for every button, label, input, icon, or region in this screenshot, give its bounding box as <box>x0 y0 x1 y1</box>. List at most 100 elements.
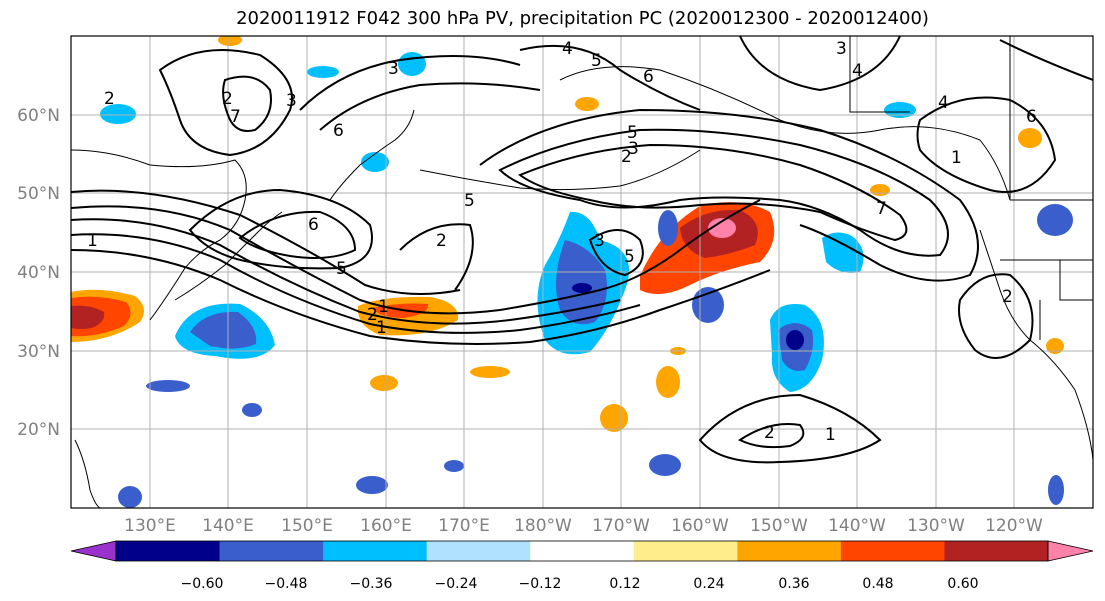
lon-tick-labels: 130°E 140°E 150°E 160°E 170°E 180°W 170°… <box>124 516 1043 536</box>
colorbar-tick-label: 0.60 <box>947 576 978 592</box>
colorbar-segment <box>426 541 531 561</box>
colorbar-segment <box>323 541 428 561</box>
pv-contour-label: 2 <box>367 305 378 325</box>
pv-contour-label: 2 <box>436 231 447 251</box>
map-frame <box>70 35 1094 509</box>
pv-contour-label: 1 <box>825 425 836 445</box>
pv-contours <box>71 36 1093 464</box>
pv-contour-line <box>71 218 621 325</box>
pv-contour-label: 4 <box>562 39 573 59</box>
colorbar-segment <box>737 541 842 561</box>
pv-contour-label: 7 <box>876 199 887 219</box>
pv-contour-label: 2 <box>621 147 632 167</box>
lat-tick-label: 20°N <box>17 420 60 440</box>
pv-contour-label: 1 <box>376 318 387 338</box>
lat-tick-label: 30°N <box>17 342 60 362</box>
colorbar-tick-label: −0.36 <box>350 576 393 592</box>
lon-tick-label: 170°W <box>592 516 650 536</box>
colorbar-extend-max <box>1047 540 1094 562</box>
pv-contour-line <box>238 210 357 259</box>
lon-tick-label: 150°W <box>750 516 808 536</box>
precip-negative-patch <box>1037 204 1073 236</box>
pv-contour-label: 3 <box>836 39 847 59</box>
pv-contour-line <box>588 229 644 277</box>
pv-contour-line <box>517 143 908 242</box>
pv-contour-label: 5 <box>591 51 602 71</box>
colorbar-tick-label: −0.48 <box>265 576 308 592</box>
lon-tick-label: 120°W <box>985 516 1043 536</box>
pv-contour-line <box>71 199 761 315</box>
precip-positive-patch <box>656 366 680 398</box>
colorbar-segment <box>530 541 635 561</box>
precip-positive-patch <box>575 97 599 111</box>
pv-contour-label: 5 <box>336 259 347 279</box>
pv-contour-label: 6 <box>643 67 654 87</box>
pv-contour-line <box>71 233 641 334</box>
pv-contour-line <box>479 108 979 282</box>
colorbar-segment <box>840 541 945 561</box>
map-title: 2020011912 F042 300 hPa PV, precipitatio… <box>236 8 929 29</box>
pv-contour-line <box>958 273 1034 359</box>
lon-tick-label: 160°W <box>671 516 729 536</box>
precip-negative-patch <box>356 476 388 494</box>
precip-negative-patch <box>307 66 339 78</box>
pv-contour-line <box>519 44 701 111</box>
pv-contour-line <box>916 96 1057 193</box>
precip-negative-core <box>190 311 257 349</box>
pv-contour-label: 4 <box>938 93 949 113</box>
precip-negative-patch <box>242 403 262 417</box>
colorbar-tick-labels: −0.60 −0.48 −0.36 −0.24 −0.12 0.12 0.24 … <box>181 576 979 592</box>
coastline-aleutians <box>419 149 701 191</box>
coastline-kamchatka <box>329 109 415 201</box>
precip-negative-patch <box>398 52 426 76</box>
colorbar-tick-label: 0.48 <box>862 576 893 592</box>
colorbar-tick-label: −0.12 <box>519 576 562 592</box>
precip-positive-patch <box>1018 128 1042 148</box>
pv-contour-line <box>698 393 882 464</box>
colorbar-segment <box>633 541 738 561</box>
border-canada-us <box>849 36 1093 201</box>
pv-contour-label: 1 <box>951 148 962 168</box>
pv-contour-line <box>739 36 901 92</box>
colorbar-segment <box>944 541 1049 561</box>
pv-contour-line <box>399 223 474 291</box>
pv-contour-line <box>738 423 805 449</box>
precip-positive-patch <box>1046 338 1064 354</box>
pv-contour-label: 3 <box>286 91 297 111</box>
lon-tick-label: 130°W <box>907 516 965 536</box>
colorbar <box>70 540 1094 562</box>
pv-contour-label: 5 <box>627 123 638 143</box>
pv-contour-line <box>71 249 771 345</box>
precip-negative-patch <box>361 152 389 172</box>
lat-tick-labels: 20°N 30°N 40°N 50°N 60°N <box>17 106 60 440</box>
pv-contour-label: 5 <box>624 247 635 267</box>
pv-contour-label: 3 <box>388 59 399 79</box>
precip-negative-patch <box>658 210 678 246</box>
pv-contour-label: 1 <box>378 297 389 317</box>
precip-negative-patch <box>118 486 142 508</box>
border-us-states <box>1000 259 1093 340</box>
precip-negative-patch <box>444 460 464 472</box>
precip-negative-patch <box>649 454 681 476</box>
precip-negative-core <box>556 240 608 325</box>
pv-contour-line <box>188 188 373 270</box>
pv-contour-labels: 1 2 3 4 5 6 7 2 3 4 5 6 1 2 5 3 5 2 3 5 … <box>87 39 1037 445</box>
pv-contour-label: 6 <box>1026 107 1037 127</box>
pv-contour-label: 2 <box>764 423 775 443</box>
coastline-philippines <box>74 439 101 508</box>
colorbar-tick-label: 0.36 <box>778 576 809 592</box>
pv-contour-line <box>71 189 461 295</box>
coastline-alaska <box>559 66 1011 201</box>
lon-tick-label: 170°E <box>438 516 490 536</box>
pv-contour-label: 5 <box>464 191 475 211</box>
colorbar-tick-label: −0.24 <box>435 576 478 592</box>
pv-contour-label: 6 <box>308 215 319 235</box>
lat-tick-label: 50°N <box>17 184 60 204</box>
precip-positive-core <box>708 218 736 238</box>
pv-contour-label: 3 <box>594 231 605 251</box>
colorbar-segment <box>116 541 221 561</box>
pv-contour-line <box>158 49 293 157</box>
precip-positive-patch <box>470 366 510 378</box>
precip-positive-patch <box>600 404 628 432</box>
